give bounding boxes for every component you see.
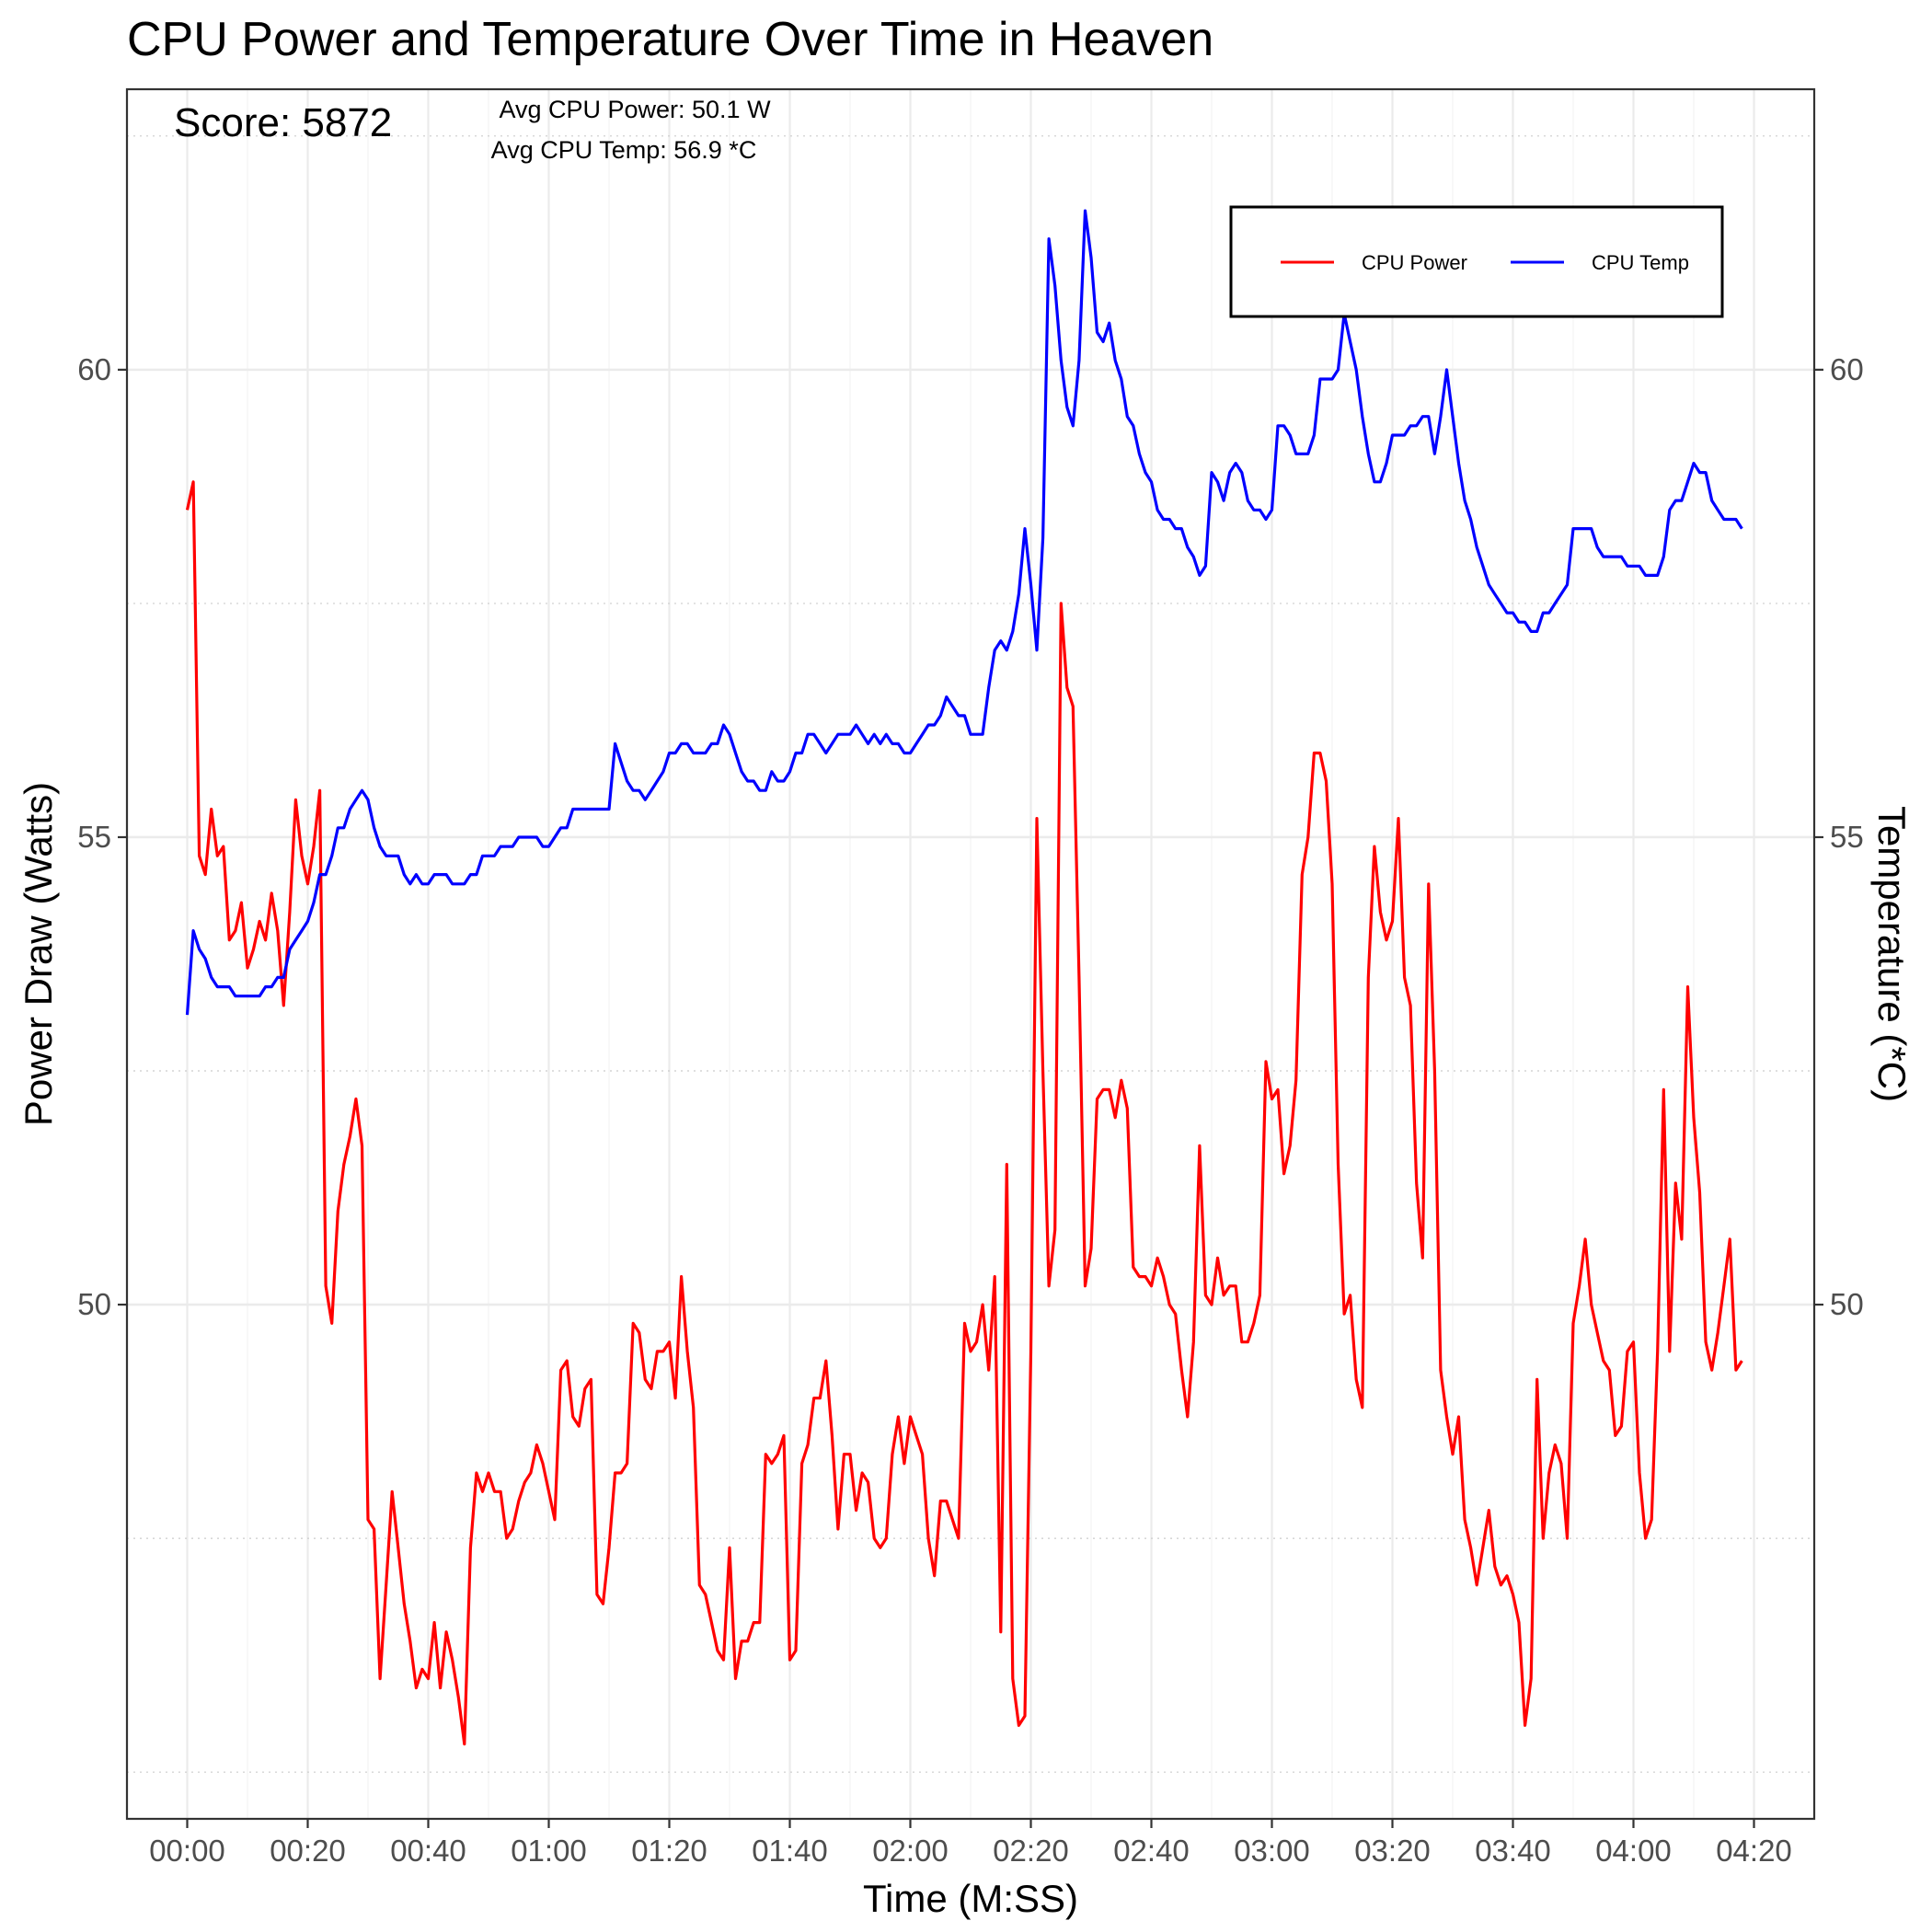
y-left-tick-label: 50: [77, 1287, 111, 1321]
x-tick-label: 04:00: [1595, 1834, 1672, 1868]
x-tick-label: 04:20: [1716, 1834, 1792, 1868]
x-tick-label: 03:00: [1234, 1834, 1310, 1868]
x-tick-label: 02:40: [1113, 1834, 1190, 1868]
avg-power-annotation: Avg CPU Power: 50.1 W: [499, 96, 771, 123]
x-tick-label: 01:40: [752, 1834, 828, 1868]
y-right-tick-label: 55: [1830, 820, 1864, 854]
legend: CPU Power CPU Temp: [1229, 205, 1724, 318]
series-line-cpu-temp: [185, 209, 1743, 1016]
legend-cpu-power-label: CPU Power: [1362, 251, 1467, 274]
y-left-tick-label: 60: [77, 352, 111, 386]
avg-temp-annotation: Avg CPU Temp: 56.9 *C: [491, 136, 757, 164]
series-line-cpu-power: [185, 480, 1743, 1746]
y-axis-right-title: Temperature (*C): [1870, 806, 1914, 1102]
y-left-tick-label: 55: [77, 820, 111, 854]
score-annotation: Score: 5872: [174, 100, 392, 145]
x-axis-title: Time (M:SS): [863, 1877, 1078, 1920]
legend-cpu-temp-label: CPU Temp: [1592, 251, 1689, 274]
y-axis-left-title: Power Draw (Watts): [17, 782, 60, 1126]
y-right-tick-label: 60: [1830, 352, 1864, 386]
x-tick-label: 00:20: [270, 1834, 346, 1868]
x-tick-label: 02:00: [872, 1834, 949, 1868]
y-right-tick-label: 50: [1830, 1287, 1864, 1321]
x-tick-label: 01:00: [511, 1834, 587, 1868]
plot-border: [125, 87, 1816, 1821]
x-tick-label: 00:00: [149, 1834, 225, 1868]
series-lines: [185, 209, 1743, 1746]
x-tick-label: 03:40: [1475, 1834, 1551, 1868]
axis-ticks: 00:00 00:20 00:40 01:00 01:20 01:40 02:00 02:20…: [77, 352, 1863, 1868]
x-tick-label: 03:20: [1354, 1834, 1431, 1868]
chart-title: CPU Power and Temperature Over Time in H…: [127, 13, 1213, 66]
x-tick-label: 00:40: [390, 1834, 466, 1868]
x-tick-label: 01:20: [631, 1834, 707, 1868]
x-tick-label: 02:20: [993, 1834, 1069, 1868]
